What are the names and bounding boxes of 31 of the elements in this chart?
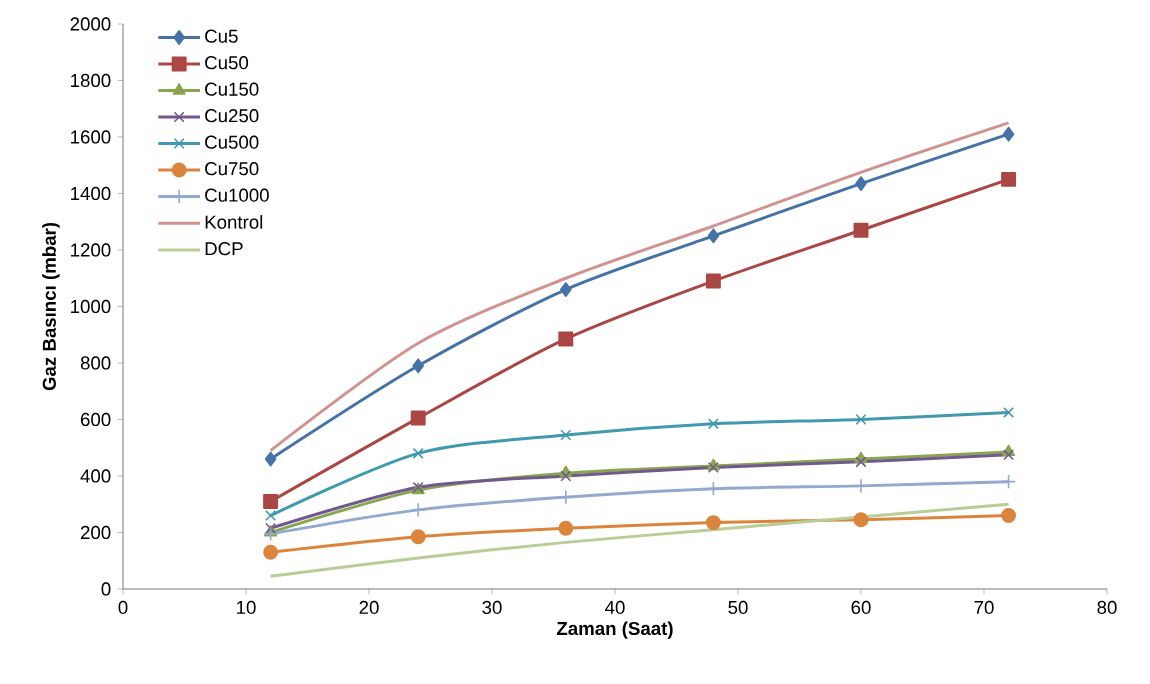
legend-label: Cu50 [205, 56, 249, 70]
legend-label: Cu150 [205, 82, 259, 96]
legend-label: Cu5 [205, 29, 238, 43]
y-tick-label: 1600 [71, 130, 111, 144]
y-tick-label: 0 [101, 582, 111, 596]
x-tick-label: 70 [974, 600, 994, 615]
y-tick-label: 200 [80, 525, 111, 540]
x-tick-label: 80 [1097, 600, 1117, 615]
y-tick-label: 800 [80, 356, 111, 370]
legend-label: Cu250 [205, 109, 259, 123]
x-tick-label: 50 [728, 600, 748, 615]
x-tick-label: 20 [359, 600, 379, 615]
x-tick-label: 40 [605, 600, 625, 615]
x-tick-label: 10 [237, 600, 256, 615]
x-tick-label: 60 [851, 600, 871, 615]
y-tick-label: 1200 [71, 243, 111, 257]
legend-label: Cu750 [205, 162, 259, 176]
legend-label: Cu500 [205, 135, 259, 149]
y-tick-label: 600 [80, 412, 111, 427]
x-tick-label: 30 [482, 600, 502, 615]
y-tick-label: 1800 [71, 73, 111, 88]
y-tick-label: 1000 [71, 299, 111, 314]
legend-label: Cu1000 [205, 188, 269, 202]
y-tick-label: 400 [80, 469, 111, 483]
x-tick-label: 0 [118, 600, 128, 615]
y-axis-title: Gaz Basıncı (mbar) [42, 222, 60, 391]
legend-label: Kontrol [205, 215, 263, 229]
y-tick-label: 1400 [71, 186, 111, 201]
y-tick-label: 2000 [70, 17, 111, 31]
legend-label: DCP [205, 242, 243, 256]
x-axis-title: Zaman (Saat) [556, 621, 673, 639]
